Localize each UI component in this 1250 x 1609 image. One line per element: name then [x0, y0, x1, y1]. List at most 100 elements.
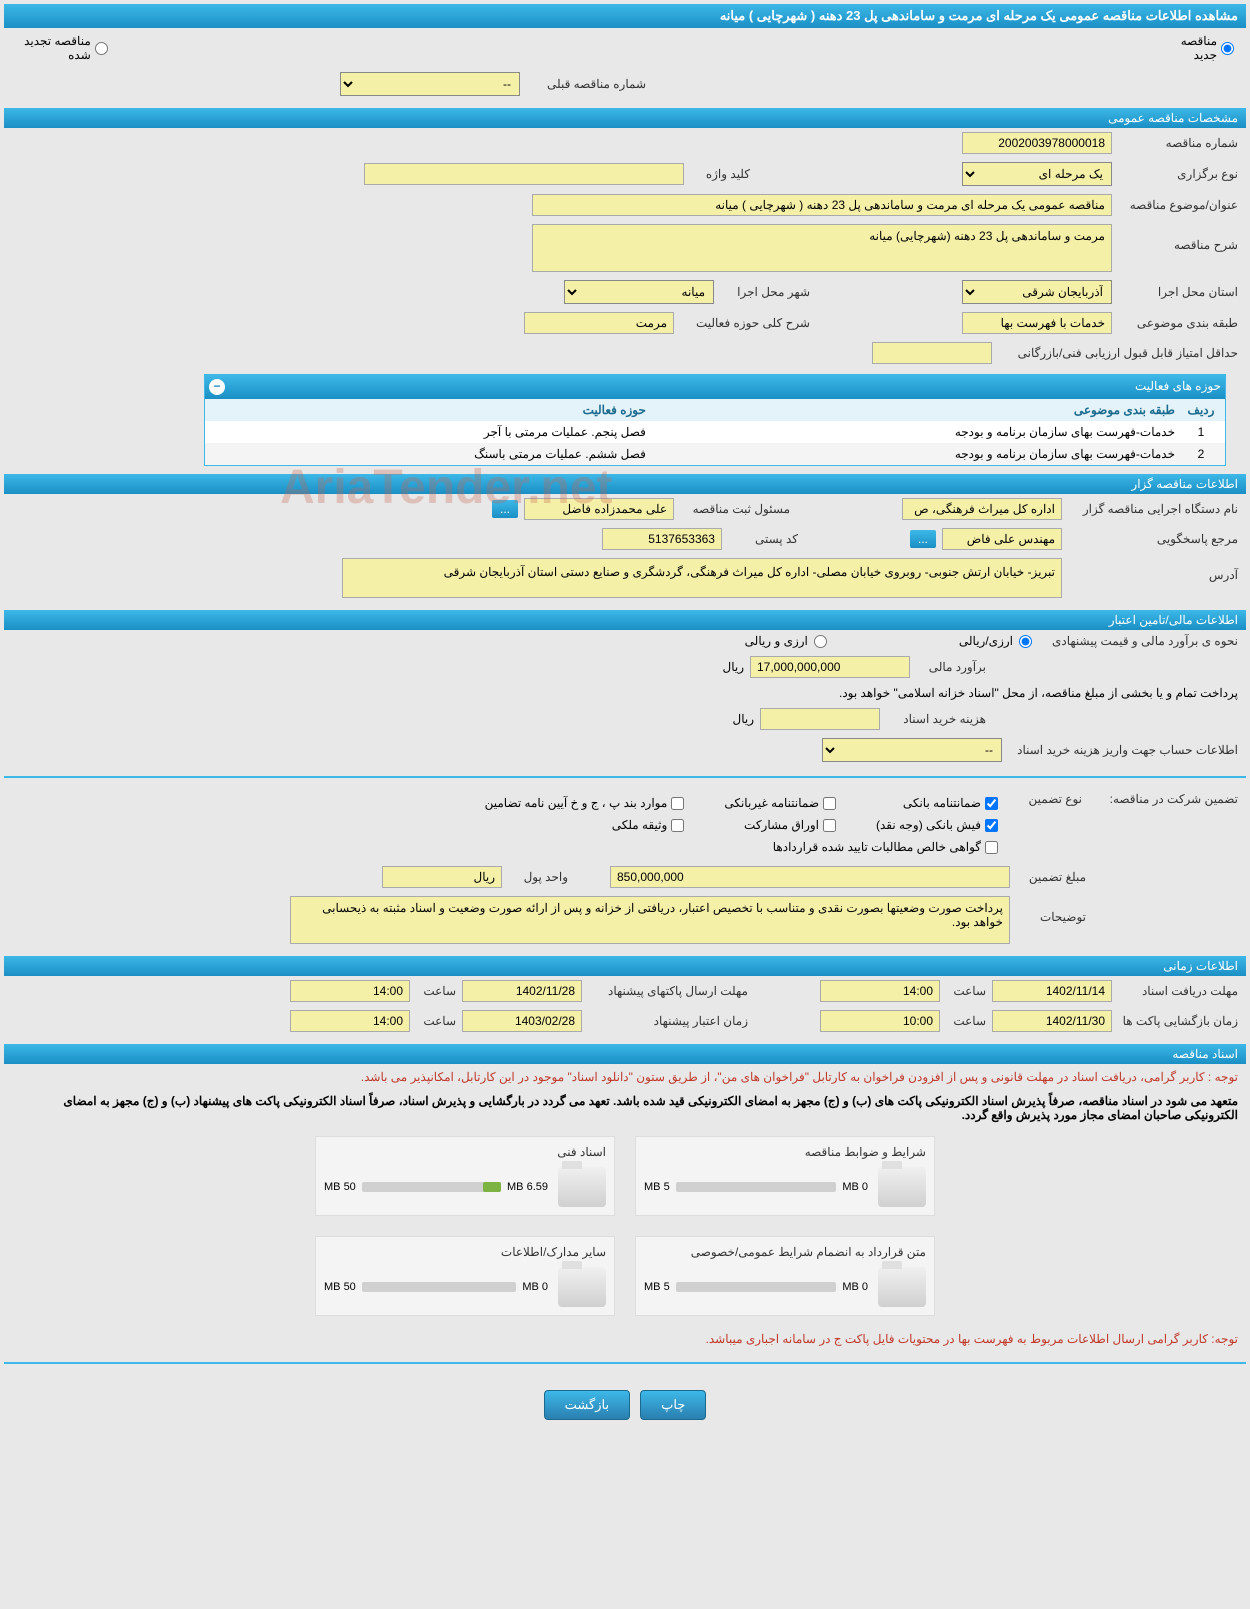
doc-box[interactable]: شرایط و ضوابط مناقصه 0 MB 5 MB [635, 1136, 935, 1216]
radio-both[interactable] [814, 635, 827, 648]
postal-field: 5137653363 [602, 528, 722, 550]
province-label: استان محل اجرا [1118, 285, 1238, 299]
activity-desc-label: شرح کلی حوزه فعالیت [680, 316, 810, 330]
unit-label: واحد پول [508, 870, 568, 884]
doc-used: 0 MB [522, 1281, 548, 1293]
doc-total: 5 MB [644, 1281, 670, 1293]
estimate-label: برآورد مالی [916, 660, 986, 674]
radio-renewed-label: مناقصه تجدید شده [16, 34, 91, 62]
cb-bank[interactable] [985, 797, 998, 810]
cb-regulation-label: موارد بند پ ، ج و خ آیین نامه تضامین [485, 796, 668, 810]
desc-label: شرح مناقصه [1118, 224, 1238, 252]
doc-cost-label: هزینه خرید اسناد [886, 712, 986, 726]
back-button[interactable]: بازگشت [544, 1390, 630, 1420]
radio-new-tender[interactable] [1221, 42, 1234, 55]
notes-label: توضیحات [1016, 896, 1086, 924]
prev-number-select[interactable]: -- [340, 72, 520, 96]
doc-title: شرایط و ضوابط مناقصه [644, 1145, 926, 1159]
province-select[interactable]: آذربایجان شرقی [962, 280, 1112, 304]
estimate-unit: ریال [722, 660, 744, 674]
type-label: نوع برگزاری [1118, 167, 1238, 181]
doc-title: اسناد فنی [324, 1145, 606, 1159]
section-organizer: اطلاعات مناقصه گزار [4, 474, 1246, 494]
activity-table-title: حوزه های فعالیت [1135, 379, 1221, 395]
th-activity: حوزه فعالیت [209, 403, 652, 417]
contact-field: مهندس علی فاض [942, 528, 1062, 550]
doc-notice-2: متعهد می شود در اسناد مناقصه، صرفاً پذیر… [4, 1090, 1246, 1126]
radio-new-label: مناقصه جدید [1167, 34, 1217, 62]
doc-cost-field [760, 708, 880, 730]
open-time: 10:00 [820, 1010, 940, 1032]
cb-bonds[interactable] [823, 819, 836, 832]
account-select[interactable]: -- [822, 738, 1002, 762]
amount-field: 850,000,000 [610, 866, 1010, 888]
type-select[interactable]: یک مرحله ای [962, 162, 1112, 186]
page-title: مشاهده اطلاعات مناقصه عمومی یک مرحله ای … [4, 4, 1246, 28]
min-score-label: حداقل امتیاز قابل قبول ارزیابی فنی/بازرگ… [998, 346, 1238, 360]
address-label: آدرس [1068, 558, 1238, 582]
activity-table: حوزه های فعالیت − ردیف طبقه بندی موضوعی … [204, 374, 1226, 466]
radio-renewed-tender[interactable] [95, 42, 108, 55]
submit-time: 14:00 [290, 980, 410, 1002]
doc-box[interactable]: متن قرارداد به انضمام شرایط عمومی/خصوصی … [635, 1236, 935, 1316]
number-field: 2002003978000018 [962, 132, 1112, 154]
doc-box[interactable]: سایر مدارک/اطلاعات 0 MB 50 MB [315, 1236, 615, 1316]
postal-label: کد پستی [728, 532, 798, 546]
doc-box[interactable]: اسناد فنی 6.59 MB 50 MB [315, 1136, 615, 1216]
receive-time: 14:00 [820, 980, 940, 1002]
cb-nonbank[interactable] [823, 797, 836, 810]
cb-certificate[interactable] [985, 841, 998, 854]
account-label: اطلاعات حساب جهت واریز هزینه خرید اسناد [1008, 743, 1238, 757]
section-general: مشخصات مناقصه عمومی [4, 108, 1246, 128]
section-timing: اطلاعات زمانی [4, 956, 1246, 976]
cb-deposit[interactable] [985, 819, 998, 832]
open-label: زمان بازگشایی پاکت ها [1118, 1014, 1238, 1028]
submit-date: 1402/11/28 [462, 980, 582, 1002]
doc-notice-1: توجه : کاربر گرامی، دریافت اسناد در مهلت… [4, 1064, 1246, 1090]
subject-field: مناقصه عمومی یک مرحله ای مرمت و ساماندهی… [532, 194, 1112, 216]
cb-property-label: وثیقه ملکی [612, 818, 668, 832]
collapse-icon[interactable]: − [209, 379, 225, 395]
cb-regulation[interactable] [671, 797, 684, 810]
city-select[interactable]: میانه [564, 280, 714, 304]
contact-more-button[interactable]: ... [910, 530, 936, 548]
receive-time-label: ساعت [946, 984, 986, 998]
open-time-label: ساعت [946, 1014, 986, 1028]
cb-property[interactable] [671, 819, 684, 832]
doc-footer-notice: توجه: کاربر گرامی ارسال اطلاعات مربوط به… [4, 1326, 1246, 1352]
table-row: 1خدمات-فهرست بهای سازمان برنامه و بودجهف… [205, 421, 1225, 443]
org-name-label: نام دستگاه اجرایی مناقصه گزار [1068, 502, 1238, 516]
payment-note: پرداخت تمام و یا بخشی از مبلغ مناقصه، از… [839, 686, 1238, 700]
th-row: ردیف [1181, 403, 1221, 417]
radio-rial-label: ارزی/ریالی [959, 634, 1013, 648]
doc-total: 50 MB [324, 1281, 356, 1293]
unit-field: ریال [382, 866, 502, 888]
org-name-field: اداره کل میراث فرهنگی، ص [902, 498, 1062, 520]
desc-field: مرمت و ساماندهی پل 23 دهنه (شهرچایی) میا… [532, 224, 1112, 272]
amount-label: مبلغ تضمین [1016, 870, 1086, 884]
registrar-label: مسئول ثبت مناقصه [680, 502, 790, 516]
section-documents: اسناد مناقصه [4, 1044, 1246, 1064]
notes-field: پرداخت صورت وضعیتها بصورت نقدی و متناسب … [290, 896, 1010, 944]
print-button[interactable]: چاپ [640, 1390, 706, 1420]
validity-time-label: ساعت [416, 1014, 456, 1028]
keyword-field [364, 163, 684, 185]
city-label: شهر محل اجرا [720, 285, 810, 299]
estimate-field: 17,000,000,000 [750, 656, 910, 678]
receive-label: مهلت دریافت اسناد [1118, 984, 1238, 998]
doc-cost-unit: ریال [732, 712, 754, 726]
tender-status-group: مناقصه جدید مناقصه تجدید شده [4, 28, 1246, 68]
radio-both-label: ارزی و ریالی [745, 634, 808, 648]
registrar-more-button[interactable]: ... [492, 500, 518, 518]
validity-label: زمان اعتبار پیشنهاد [588, 1014, 748, 1028]
address-field: تبریز- خیابان ارتش جنوبی- روبروی خیابان … [342, 558, 1062, 598]
subject-label: عنوان/موضوع مناقصه [1118, 198, 1238, 212]
submit-label: مهلت ارسال پاکتهای پیشنهاد [588, 984, 748, 998]
doc-total: 50 MB [324, 1181, 356, 1193]
radio-rial[interactable] [1019, 635, 1032, 648]
table-row: 2خدمات-فهرست بهای سازمان برنامه و بودجهف… [205, 443, 1225, 465]
guarantee-label: تضمین شرکت در مناقصه: [1088, 792, 1238, 806]
validity-date: 1403/02/28 [462, 1010, 582, 1032]
cb-bank-label: ضمانتنامه بانکی [903, 796, 981, 810]
folder-icon [558, 1167, 606, 1207]
